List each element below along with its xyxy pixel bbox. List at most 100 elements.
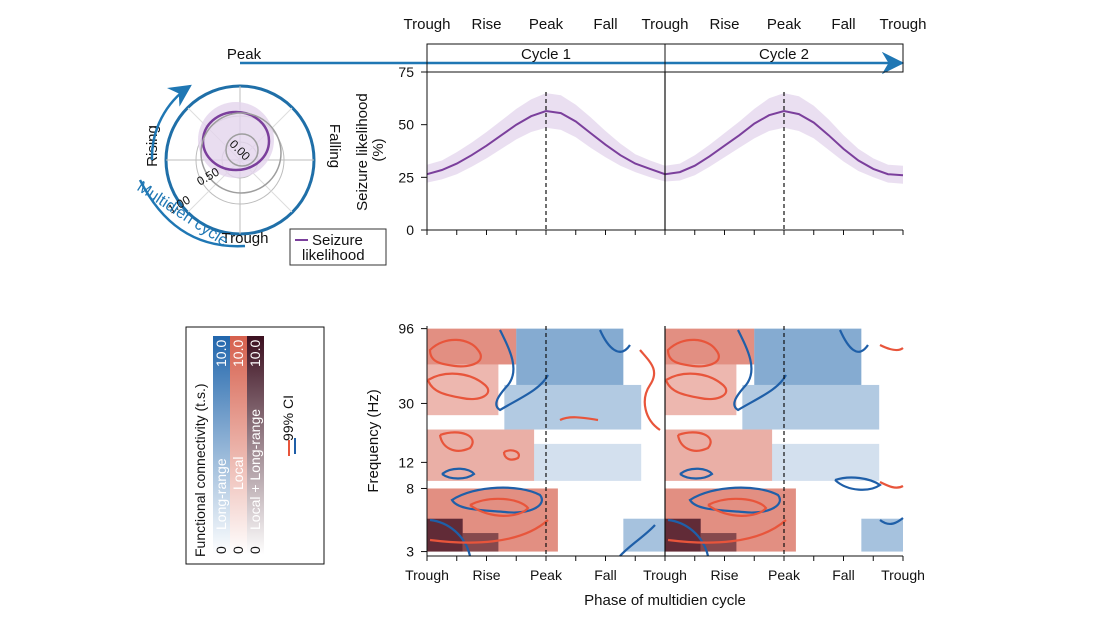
connectivity-heatmap: 3 8 12 30 96 Trough Rise Peak Fall Trough Rise Pea…	[365, 321, 925, 609]
heat-x-tick-label: Fall	[832, 567, 855, 583]
heat-y-tick-label: 8	[406, 480, 414, 496]
contour-red-12	[707, 497, 768, 517]
line-y-tick-label: 25	[398, 169, 414, 185]
heatmap-cell	[665, 364, 737, 416]
heat-x-tick-label: Peak	[768, 567, 801, 583]
contour-red-7	[559, 416, 599, 422]
phase-top-label: Peak	[767, 16, 802, 33]
phase-top-label: Trough	[880, 16, 927, 33]
heatmap-cell	[427, 364, 499, 416]
polar-label-trough: Trough	[222, 230, 269, 247]
phase-top-label: Rise	[471, 16, 501, 33]
contour-blue-4	[450, 486, 543, 514]
phase-top-label: Trough	[642, 16, 689, 33]
line-y-tick-label: 75	[398, 64, 414, 80]
contour-red-8	[639, 349, 661, 431]
heat-y-tick-label: 96	[398, 321, 414, 337]
ci-label: 99% CI	[280, 395, 296, 441]
contour-red-13	[667, 519, 787, 544]
cycle-2-label: Cycle 2	[759, 46, 809, 63]
colorbar-both-name: Local + Long-range	[247, 409, 263, 530]
heat-y-tick-label: 3	[406, 544, 414, 560]
heat-x-tick-label: Peak	[530, 567, 563, 583]
polar-legend: Seizure likelihood	[289, 228, 387, 266]
line-y-tick-label: 0	[406, 222, 414, 238]
heat-y-tick-label: 12	[398, 454, 414, 470]
cycle-arc-bottom	[138, 179, 246, 248]
heat-x-ticks: Trough Rise Peak Fall Trough Rise Peak Fall Trou…	[405, 556, 925, 583]
heatmap-contours	[426, 329, 904, 557]
contour-red-4	[502, 449, 520, 461]
colorbar-local-min: 0	[230, 546, 246, 554]
heat-x-tick-label: Trough	[405, 567, 449, 583]
colorbar-long-range-max: 10.0	[213, 340, 229, 367]
contour-blue-10	[688, 486, 781, 514]
colorbar-title: Functional connectivity (t.s.)	[192, 383, 208, 557]
heat-x-label: Phase of multidien cycle	[584, 592, 746, 609]
contour-blue-12	[834, 476, 882, 491]
cycle-arc-arrow	[150, 84, 192, 161]
contour-blue-3	[441, 467, 476, 480]
contour-red-5	[469, 497, 530, 517]
colorbar-legend: Functional connectivity (t.s.) 0 Long-ra…	[185, 326, 325, 565]
heatmap-cell	[504, 384, 642, 430]
contour-red-11	[676, 431, 712, 452]
contour-blue-7	[733, 329, 787, 412]
heatmap-cell	[516, 328, 624, 385]
phase-top-label: Fall	[593, 16, 617, 33]
cycle-header: Cycle 1 Cycle 2	[426, 43, 904, 73]
contour-blue-11	[667, 518, 710, 557]
colorbar-long-range-name: Long-range	[213, 458, 229, 530]
colorbar-local-name: Local	[230, 457, 246, 490]
polar-inner-grey-curve	[225, 133, 259, 167]
contour-red-1	[428, 338, 482, 368]
contour-blue-9	[679, 467, 714, 480]
polar-label-falling: Falling	[326, 124, 343, 168]
contour-red-14	[879, 344, 904, 352]
polar-label-peak: Peak	[227, 46, 262, 63]
contour-blue-13	[879, 517, 904, 526]
heat-y-tick-label: 30	[398, 395, 414, 411]
heatmap-cell	[742, 384, 880, 430]
heatmap-cell	[772, 443, 880, 481]
contour-blue-8	[838, 329, 869, 353]
colorbar-both-min: 0	[247, 546, 263, 554]
phase-top-label: Trough	[404, 16, 451, 33]
polar-plot: Peak Trough Rising Falling 0.00 0.50 1.0…	[134, 46, 387, 266]
contour-red-6	[429, 519, 549, 544]
colorbar-both	[247, 336, 264, 555]
heat-x-tick-label: Trough	[643, 567, 687, 583]
colorbar-long-range	[213, 336, 230, 555]
contour-red-9	[666, 338, 720, 368]
contour-red-3	[438, 431, 474, 452]
heat-x-tick-label: Fall	[594, 567, 617, 583]
phase-labels-top: Trough Rise Peak Fall Trough Rise Peak Fall Trou…	[404, 16, 927, 33]
line-y-tick-label: 50	[398, 117, 414, 133]
phase-top-label: Fall	[831, 16, 855, 33]
heatmap-cell	[754, 328, 862, 385]
polar-grey-curve	[200, 112, 282, 194]
multidien-cycle-label: Multidien cycle	[134, 179, 231, 250]
contour-red-15	[879, 481, 904, 489]
colorbar-local	[230, 336, 247, 555]
line-x-ticks	[426, 230, 904, 235]
contour-blue-1	[495, 329, 549, 412]
phase-top-label: Peak	[529, 16, 564, 33]
colorbar-both-max: 10.0	[247, 340, 263, 367]
contour-blue-2	[598, 329, 631, 353]
heatmap-cell	[861, 518, 903, 552]
colorbar-local-max: 10.0	[230, 340, 246, 367]
colorbar-long-range-min: 0	[213, 546, 229, 554]
heatmap-cell	[534, 443, 642, 481]
contour-red-10	[664, 372, 728, 401]
contour-blue-6	[619, 524, 656, 557]
cycle-1-label: Cycle 1	[521, 46, 571, 63]
contour-blue-5	[429, 518, 472, 557]
heat-y-label: Frequency (Hz)	[365, 389, 382, 492]
polar-legend-label: Seizure likelihood	[302, 232, 367, 264]
phase-top-label: Rise	[709, 16, 739, 33]
polar-legend-box	[289, 228, 387, 266]
line-y-label: Seizure likelihood (%)	[354, 89, 387, 211]
heat-x-tick-label: Rise	[472, 567, 500, 583]
